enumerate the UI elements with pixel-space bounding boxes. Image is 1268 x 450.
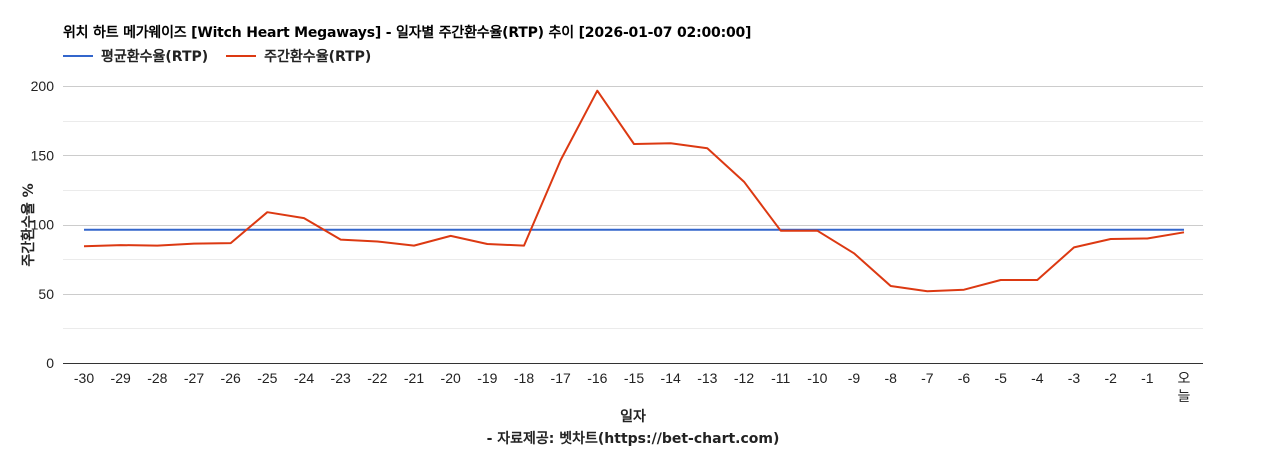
x-tick-label: -3	[1068, 370, 1081, 386]
x-tick-label: -14	[661, 370, 681, 386]
series-lines	[83, 89, 1185, 293]
chart-title: 위치 하트 메가웨이즈 [Witch Heart Megaways] - 일자별…	[63, 25, 752, 41]
y-axis-title: 주간환수율 %	[21, 183, 37, 267]
x-tick-label: 늘	[1178, 388, 1191, 404]
x-tick-label: -5	[994, 370, 1007, 386]
x-tick-label: -11	[771, 370, 790, 386]
x-tick-label: -21	[404, 370, 424, 386]
y-tick-label: 0	[46, 355, 54, 371]
x-tick-label: -1	[1141, 370, 1154, 386]
x-tick-label: -10	[807, 370, 827, 386]
x-tick-label: -17	[551, 370, 571, 386]
y-tick-label: 50	[38, 286, 54, 302]
x-tick-label: -18	[514, 370, 534, 386]
x-tick-label: -24	[294, 370, 314, 386]
y-tick-label: 150	[31, 147, 55, 163]
y-tick-label: 100	[31, 217, 55, 233]
legend-swatch-weekly	[226, 55, 257, 57]
weekly-rtp-line[interactable]	[83, 89, 1185, 293]
x-tick-label: -19	[477, 370, 497, 386]
source-footer: - 자료제공: 벳차트(https://bet-chart.com)	[486, 431, 780, 447]
legend-item-average[interactable]: 평균환수율(RTP)	[63, 46, 208, 66]
x-axis-ticks: -30 -29 -28 -27 -26 -25 -24 -23 -22 -21 -20 -19 -18 -…	[74, 370, 1191, 404]
x-tick-label: -25	[257, 370, 277, 386]
x-tick-label: -12	[734, 370, 754, 386]
legend-swatch-average	[63, 55, 93, 57]
x-tick-label: -22	[367, 370, 387, 386]
x-tick-label: -7	[921, 370, 934, 386]
legend: 평균환수율(RTP) 주간환수율(RTP)	[63, 46, 389, 66]
x-tick-label: -30	[74, 370, 94, 386]
legend-label-weekly: 주간환수율(RTP)	[264, 49, 372, 65]
x-tick-label: -6	[958, 370, 971, 386]
x-tick-label: -28	[147, 370, 167, 386]
legend-label-average: 평균환수율(RTP)	[101, 49, 209, 65]
legend-item-weekly[interactable]: 주간환수율(RTP)	[226, 46, 371, 66]
x-tick-label: -20	[441, 370, 461, 386]
y-tick-label: 200	[31, 78, 55, 94]
x-tick-label: -27	[184, 370, 204, 386]
y-axis-ticks: 0 50 100 150 200	[31, 78, 55, 371]
x-tick-label: -23	[331, 370, 351, 386]
x-tick-label: -26	[221, 370, 241, 386]
x-tick-label: -16	[587, 370, 607, 386]
x-tick-label: -13	[697, 370, 717, 386]
x-tick-label: -9	[848, 370, 861, 386]
x-tick-label: -15	[624, 370, 644, 386]
x-tick-label: -4	[1031, 370, 1044, 386]
gridlines	[63, 86, 1203, 329]
x-tick-label: -8	[884, 370, 897, 386]
x-tick-label: 오	[1178, 370, 1191, 386]
x-tick-label: -29	[111, 370, 131, 386]
x-tick-label: -2	[1104, 370, 1117, 386]
x-axis-title: 일자	[620, 409, 646, 425]
